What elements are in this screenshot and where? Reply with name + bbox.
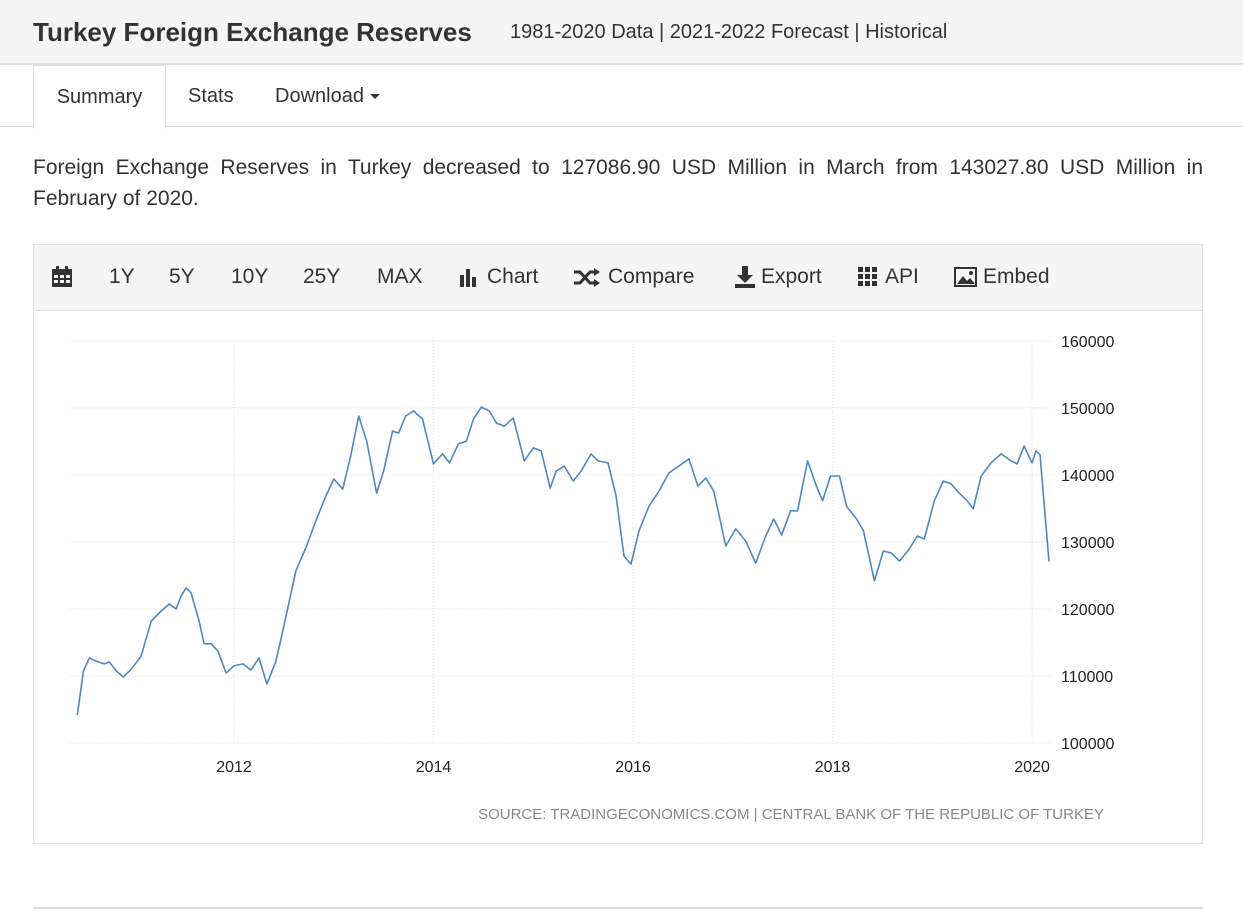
api-button[interactable]: API — [885, 265, 919, 288]
embed-icon — [954, 267, 977, 287]
caret — [369, 94, 380, 100]
chart-icon — [460, 269, 476, 287]
chart-button[interactable]: Chart — [487, 265, 539, 288]
y-tick-label: 150000 — [1061, 401, 1114, 418]
tab[interactable]: Download — [275, 65, 380, 126]
toolbar: 1Y 5Y 10Y 25Y MAX Chart Compare Export A… — [34, 245, 1202, 311]
range-button[interactable]: 10Y — [231, 265, 269, 288]
range-button[interactable]: 5Y — [169, 265, 195, 288]
api-icon — [858, 267, 877, 286]
y-tick-label: 140000 — [1061, 468, 1114, 485]
range-button[interactable]: 1Y — [109, 265, 135, 288]
tab[interactable]: Summary — [33, 65, 166, 129]
calendar-icon[interactable] — [51, 266, 73, 288]
embed-button[interactable]: Embed — [983, 265, 1050, 288]
summary: Foreign Exchange Reserves in Turkey decr… — [33, 156, 1203, 210]
y-tick-label: 130000 — [1061, 535, 1114, 552]
tab-label: Download — [275, 85, 364, 107]
compare-button[interactable]: Compare — [608, 265, 695, 288]
tab[interactable]: Stats — [188, 85, 234, 107]
y-tick-label: 100000 — [1061, 736, 1114, 753]
range-button[interactable]: 25Y — [303, 265, 341, 288]
header: Turkey Foreign Exchange Reserves 1981-20… — [0, 0, 1243, 65]
export-icon — [735, 266, 755, 288]
x-tick-label: 2016 — [615, 759, 651, 776]
x-tick-label: 2014 — [416, 759, 452, 776]
tab-bar: Summary Stats Download — [0, 65, 1243, 129]
y-tick-label: 110000 — [1061, 669, 1113, 686]
y-tick-label: 120000 — [1061, 602, 1114, 619]
y-tick-label: 160000 — [1061, 334, 1114, 351]
chart-panel: 1Y 5Y 10Y 25Y MAX Chart Compare Export A… — [33, 244, 1203, 844]
page-title: Turkey Foreign Exchange Reserves — [33, 17, 472, 47]
compare-icon — [574, 268, 600, 287]
chart: 100000 110000 120000 130000 140000 150000 1600… — [69, 334, 1114, 823]
x-tick-label: 2018 — [815, 759, 851, 776]
divider — [33, 907, 1203, 909]
data-line — [76, 406, 1050, 716]
x-tick-label: 2020 — [1014, 759, 1050, 776]
range-button[interactable]: MAX — [377, 265, 423, 288]
x-tick-label: 2012 — [216, 759, 252, 776]
export-button[interactable]: Export — [761, 265, 822, 288]
source-note: SOURCE: TRADINGECONOMICS.COM | CENTRAL B… — [478, 806, 1104, 823]
page-subtitle: 1981-2020 Data | 2021-2022 Forecast | Hi… — [510, 21, 948, 43]
